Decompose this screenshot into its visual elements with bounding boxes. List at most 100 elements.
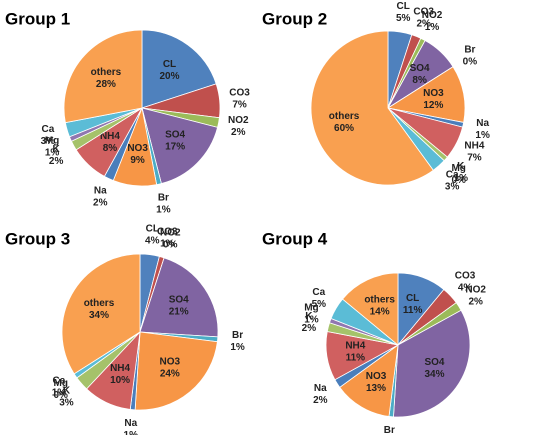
slice-category: SO4 [169,294,189,305]
slice-value-label: 13% [366,383,386,394]
slice-category: Br [464,45,475,56]
slice-value-label: 34% [89,310,109,321]
slice-category: CO3 [413,6,434,17]
slice-category: CL [163,59,176,70]
chart-title: Group 1 [5,9,70,28]
slice-value-label: 2% [231,127,246,138]
slice-value-label: 2% [468,296,483,307]
slice-category: Mg [304,302,318,313]
slice-category: Ca [446,169,459,180]
slice-category: NH4 [100,131,120,142]
slice-category: CL [397,1,410,12]
slice-value-label: 1% [425,22,440,33]
slice-value-label: 11% [346,352,366,363]
pie-slice [310,30,434,186]
slice-category: K [457,161,465,172]
slice-value-label: 60% [334,123,354,134]
slice-value-label: 14% [370,307,390,318]
slice-category: K [53,144,61,155]
slice-category: Br [384,425,395,435]
slice-value-label: 3% [59,397,74,408]
slice-category: K [63,385,71,396]
slice-category: others [84,298,115,309]
slice-category: others [329,111,360,122]
slice-value-label: 0% [463,57,478,68]
slice-category: SO4 [424,357,444,368]
pie-slice [63,29,143,124]
slice-value-label: 5% [396,13,411,24]
pie-slice [141,107,219,185]
pie-slice [339,344,399,417]
slice-value-label: 1% [454,173,469,184]
pie-slice [393,309,471,418]
slice-value-label: 0% [451,175,466,186]
slice-value-label: 4% [145,235,160,246]
slice-value-label: 1% [156,204,171,215]
slice-value-label: 5% [312,299,327,310]
slice-value-label: 1% [52,388,67,399]
slice-category: NO2 [228,115,249,126]
pie-chart: Group 1CL20%CO37%NO22%SO417%Br1%NO39%Na2… [5,9,250,215]
slice-category: NO2 [422,10,443,21]
slice-category: others [91,67,122,78]
slice-category: Ca [53,376,66,387]
slice-value-label: 2% [49,156,64,167]
slice-value-label: 24% [160,369,180,380]
chart-title: Group 2 [262,9,327,28]
slice-value-label: 2% [416,18,431,29]
slice-category: Ca [312,287,325,298]
slice-category: Br [232,330,243,341]
pie-slice [134,331,218,411]
pie-slice [61,253,141,375]
slice-value-label: 0% [53,390,68,401]
slice-category: others [364,295,395,306]
slice-value-label: 2% [313,395,328,406]
slice-category: CO3 [455,271,476,282]
slice-category: Na [94,185,107,196]
slice-value-label: 1% [124,430,139,435]
slice-category: NH4 [345,340,365,351]
chart-title: Group 3 [5,229,70,248]
slice-value-label: 4% [458,283,473,294]
slice-category: Mg [45,136,59,147]
slice-category: Na [314,383,327,394]
slice-value-label: 11% [403,305,423,316]
slice-category: K [305,311,313,322]
slice-category: Na [476,118,489,129]
pie-slice [141,29,217,109]
pie-chart: Group 2CL5%CO32%NO21%SO48%Br0%NO312%Na1%… [262,1,490,193]
pie-chart: Group 3CL4%CO31%NO20%SO421%Br1%NO324%Na1… [5,223,245,435]
slice-value-label: 8% [412,75,427,86]
slice-category: NO3 [127,143,148,154]
slice-category: NO2 [465,284,486,295]
slice-value-label: 1% [45,148,60,159]
slice-category: Na [124,418,137,429]
slice-category: NO3 [366,371,387,382]
slice-category: Ca [41,124,54,135]
slice-category: SO4 [165,130,185,141]
slice-category: Mg [53,378,67,389]
slice-category: Mg [451,163,465,174]
slice-value-label: 0% [163,239,178,250]
slice-value-label: 2% [93,197,108,208]
chart-title: Group 4 [262,229,328,248]
slice-category: Br [158,192,169,203]
slice-category: NH4 [110,363,130,374]
slice-value-label: 28% [96,79,116,90]
slice-value-label: 34% [424,369,444,380]
slice-value-label: 12% [423,100,443,111]
pie-slice [139,257,219,338]
slice-value-label: 1% [304,314,319,325]
slice-category: NO3 [423,88,444,99]
slice-value-label: 1% [475,130,490,141]
slice-value-label: 7% [467,153,482,164]
slice-value-label: 3% [41,136,56,147]
slice-category: SO4 [410,63,430,74]
slice-value-label: 17% [165,142,185,153]
slice-value-label: 2% [302,323,317,334]
slice-value-label: 9% [130,155,145,166]
slice-category: CO3 [157,227,178,238]
slice-value-label: 10% [110,375,130,386]
slice-value-label: 7% [232,99,247,110]
